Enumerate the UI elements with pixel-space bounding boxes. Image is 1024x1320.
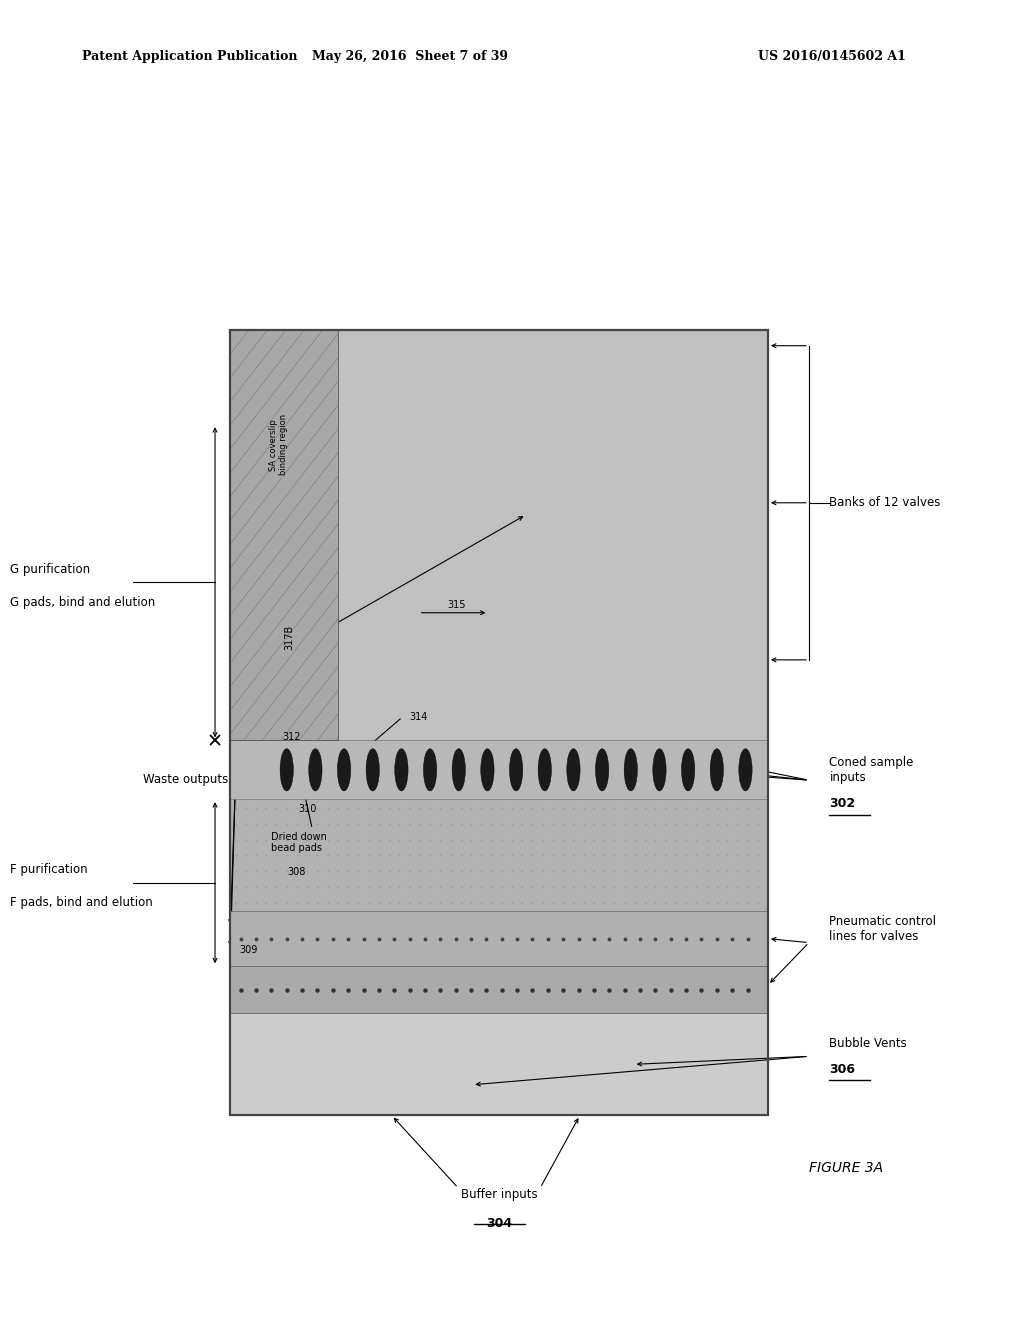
Ellipse shape xyxy=(539,748,552,791)
Bar xyxy=(230,330,338,741)
Bar xyxy=(230,741,768,800)
Text: 304: 304 xyxy=(486,1217,512,1230)
Ellipse shape xyxy=(739,748,753,791)
Bar xyxy=(230,330,768,1115)
Text: G pads, bind and elution: G pads, bind and elution xyxy=(10,595,156,609)
Text: Dried down
bead pads: Dried down bead pads xyxy=(271,832,328,853)
Text: SA coverslip
binding region: SA coverslip binding region xyxy=(269,414,289,475)
Bar xyxy=(230,966,768,1014)
Text: 312: 312 xyxy=(283,731,301,742)
Text: 302: 302 xyxy=(829,797,856,810)
Text: F pads, bind and elution: F pads, bind and elution xyxy=(10,896,153,909)
Ellipse shape xyxy=(653,748,667,791)
Text: May 26, 2016  Sheet 7 of 39: May 26, 2016 Sheet 7 of 39 xyxy=(311,50,508,63)
Bar xyxy=(230,330,768,1115)
Ellipse shape xyxy=(481,748,495,791)
Text: Buffer inputs: Buffer inputs xyxy=(461,1188,538,1201)
Bar xyxy=(230,330,768,741)
Text: Waste outputs: Waste outputs xyxy=(143,774,228,785)
Text: Bubble Vents: Bubble Vents xyxy=(829,1036,907,1049)
Text: F purification: F purification xyxy=(10,863,88,876)
Text: 315: 315 xyxy=(446,599,466,610)
Ellipse shape xyxy=(682,748,695,791)
Text: 308: 308 xyxy=(288,867,306,876)
Ellipse shape xyxy=(510,748,523,791)
Text: FIGURE 3A: FIGURE 3A xyxy=(809,1162,883,1175)
Text: G purification: G purification xyxy=(10,562,90,576)
Ellipse shape xyxy=(625,748,638,791)
Ellipse shape xyxy=(309,748,323,791)
Text: Patent Application Publication: Patent Application Publication xyxy=(82,50,297,63)
Ellipse shape xyxy=(367,748,380,791)
Bar xyxy=(230,911,768,966)
Text: Banks of 12 valves: Banks of 12 valves xyxy=(829,496,941,510)
Text: 314: 314 xyxy=(410,711,428,722)
Bar xyxy=(230,330,348,495)
Ellipse shape xyxy=(424,748,437,791)
Ellipse shape xyxy=(567,748,581,791)
Ellipse shape xyxy=(281,748,294,791)
Bar xyxy=(230,330,768,1115)
Bar xyxy=(230,1014,768,1115)
Text: 309: 309 xyxy=(240,945,258,954)
Text: Coned sample
inputs: Coned sample inputs xyxy=(829,755,913,784)
Ellipse shape xyxy=(711,748,724,791)
Ellipse shape xyxy=(596,748,609,791)
Text: US 2016/0145602 A1: US 2016/0145602 A1 xyxy=(758,50,905,63)
Ellipse shape xyxy=(453,748,466,791)
Text: Pneumatic control
lines for valves: Pneumatic control lines for valves xyxy=(829,915,936,944)
Ellipse shape xyxy=(395,748,409,791)
Ellipse shape xyxy=(338,748,351,791)
Text: 310: 310 xyxy=(298,804,316,814)
Text: 306: 306 xyxy=(829,1063,855,1076)
Text: 317B: 317B xyxy=(285,626,295,651)
